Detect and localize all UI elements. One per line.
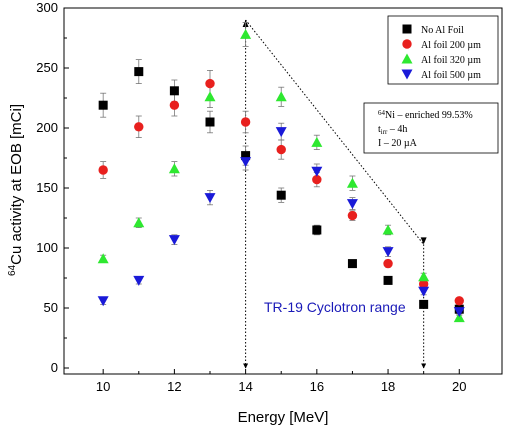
- cyclotron-range-label: TR-19 Cyclotron range: [264, 299, 406, 315]
- data-point: [418, 271, 430, 282]
- annotation-irradiation-subscript: irr: [381, 128, 388, 136]
- data-point: [204, 91, 216, 102]
- data-point: [347, 210, 358, 221]
- data-point: [454, 296, 464, 306]
- series-al-foil-500: [97, 127, 465, 318]
- annotation-enrichment-superscript: 64: [378, 109, 386, 117]
- data-point: [240, 28, 252, 39]
- data-point: [98, 165, 108, 175]
- data-point: [134, 67, 144, 77]
- legend-label-no-al-foil: No Al Foil: [421, 25, 464, 36]
- data-point: [418, 279, 429, 289]
- data-point: [240, 157, 252, 168]
- legend-label-al-500: Al foil 500 µm: [421, 70, 481, 81]
- data-point: [453, 307, 465, 318]
- y-tick-label: 50: [44, 300, 58, 315]
- data-point: [383, 258, 393, 269]
- series-no-al-foil: [98, 67, 464, 314]
- x-tick-label: 12: [167, 379, 181, 394]
- legend-marker-al-foil-320: [401, 53, 413, 64]
- data-point: [97, 296, 109, 307]
- range-top-line: [245, 19, 425, 245]
- legend-marker-al-foil-200: [402, 39, 412, 49]
- data-point: [382, 224, 394, 235]
- x-tick-label: 14: [238, 379, 252, 394]
- annotation-irradiation-main: t: [378, 124, 381, 135]
- y-tick-label: 100: [36, 240, 58, 255]
- data-point: [419, 299, 429, 309]
- legend-marker-al-foil-500: [401, 69, 413, 80]
- y-tick-label: 150: [36, 180, 58, 195]
- y-tick-label: 300: [36, 0, 58, 15]
- legend-label-al-320: Al foil 320 µm: [421, 55, 481, 66]
- y-tick-label: 200: [36, 120, 58, 135]
- y-tick-label: 0: [51, 360, 58, 375]
- x-axis-title: Energy [MeV]: [238, 409, 329, 426]
- data-point: [275, 127, 287, 138]
- data-point: [168, 163, 180, 174]
- annotation-irradiation-time: tirr – 4h: [378, 124, 407, 136]
- data-point: [240, 117, 251, 127]
- annotation-irradiation-rest: – 4h: [387, 124, 407, 135]
- data-points: [97, 28, 465, 323]
- data-point: [347, 259, 357, 269]
- x-tick-label: 10: [96, 379, 110, 394]
- legend-marker-no-al-foil: [402, 24, 412, 34]
- legend: No Al Foil Al foil 200 µm Al foil 320 µm…: [387, 15, 499, 85]
- x-tick-label: 20: [452, 379, 466, 394]
- data-point: [346, 177, 358, 188]
- data-point: [205, 78, 215, 89]
- data-point: [312, 174, 322, 185]
- data-point: [346, 199, 358, 210]
- data-point: [169, 86, 179, 96]
- data-point: [97, 253, 109, 264]
- data-point: [311, 166, 323, 177]
- annotation-enrichment: 64Ni – enriched 99.53%: [378, 109, 473, 121]
- y-axis-title: 64Cu activity at EOB [mCi]: [7, 104, 25, 276]
- x-tick-label: 18: [381, 379, 395, 394]
- data-point: [133, 275, 145, 286]
- data-point: [169, 100, 180, 110]
- data-point: [168, 235, 180, 246]
- data-point: [312, 225, 322, 235]
- data-point: [205, 117, 215, 127]
- data-point: [418, 286, 430, 297]
- annotation-box: 64Ni – enriched 99.53% tirr – 4h I – 20 …: [363, 102, 499, 154]
- data-point: [134, 122, 144, 132]
- data-point: [98, 100, 108, 110]
- data-point: [276, 144, 286, 155]
- data-point: [275, 91, 287, 102]
- y-axis-title-superscript: 64: [7, 264, 18, 276]
- data-point: [133, 217, 145, 228]
- y-tick-label: 250: [36, 60, 58, 75]
- data-point: [311, 136, 323, 147]
- legend-markers: [401, 24, 413, 80]
- x-tick-label: 16: [310, 379, 324, 394]
- legend-label-al-200: Al foil 200 µm: [421, 40, 481, 51]
- data-point: [204, 193, 216, 204]
- annotation-enrichment-text: Ni – enriched 99.53%: [385, 110, 473, 121]
- annotation-current: I – 20 µA: [378, 138, 418, 149]
- data-point: [276, 190, 286, 200]
- range-apex-arrow-right: [420, 237, 427, 245]
- annotation-frame: [363, 102, 499, 154]
- data-point: [383, 275, 393, 285]
- data-point: [382, 247, 394, 258]
- series-al-foil-200: [98, 78, 464, 306]
- data-point: [241, 151, 251, 161]
- y-axis-title-text: Cu activity at EOB [mCi]: [8, 104, 25, 265]
